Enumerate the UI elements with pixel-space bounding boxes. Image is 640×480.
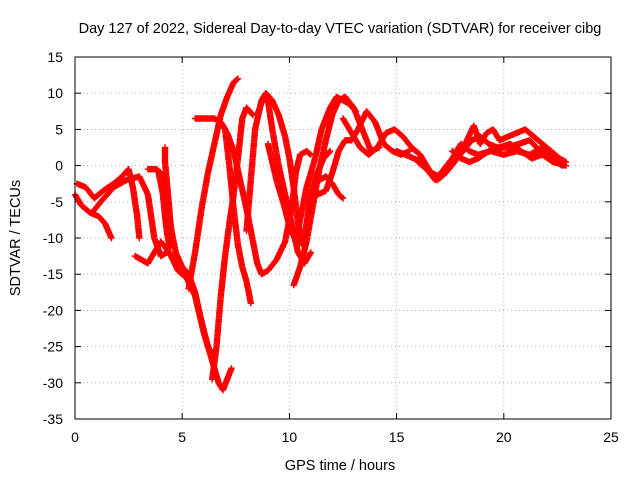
series-marker-path <box>155 144 175 249</box>
series-track-14 <box>290 93 383 289</box>
series-track-13 <box>264 93 360 238</box>
series-marker-path <box>449 140 570 169</box>
series-track-10 <box>217 119 254 307</box>
plot-frame <box>74 56 612 420</box>
y-axis-label: SDTVAR / TECUs <box>8 180 24 296</box>
series-track-6 <box>155 144 175 249</box>
series-track-16 <box>316 173 347 202</box>
x-tick-label: 15 <box>389 429 405 445</box>
grid <box>75 57 611 419</box>
y-tick-label: -10 <box>43 230 63 246</box>
x-axis-label: GPS time / hours <box>285 458 395 474</box>
y-tick-label: -20 <box>43 302 63 318</box>
series-marker-path <box>264 93 360 238</box>
series-marker-path <box>316 173 347 202</box>
data-marks <box>71 75 570 394</box>
chart-title: Day 127 of 2022, Sidereal Day-to-day VTE… <box>79 21 602 37</box>
series-track-1 <box>73 166 143 242</box>
x-tick-label: 25 <box>603 429 619 445</box>
x-tick-label: 0 <box>71 429 79 445</box>
series-marker-path <box>290 93 383 289</box>
series-track-20 <box>449 140 570 169</box>
x-tick-label: 5 <box>178 429 186 445</box>
y-tick-label: -25 <box>43 339 63 355</box>
y-tick-label: -15 <box>43 266 63 282</box>
y-tick-label: -30 <box>43 375 63 391</box>
series-marker-path <box>73 166 143 242</box>
y-tick-label: 15 <box>47 49 63 65</box>
y-tick-label: -5 <box>51 194 64 210</box>
x-tick-label: 20 <box>496 429 512 445</box>
y-tick-label: -35 <box>43 411 63 427</box>
y-tick-label: 0 <box>55 158 63 174</box>
y-tick-label: 10 <box>47 85 63 101</box>
y-tick-label: 5 <box>55 121 63 137</box>
series-marker-path <box>217 119 254 307</box>
x-tick-label: 10 <box>282 429 298 445</box>
